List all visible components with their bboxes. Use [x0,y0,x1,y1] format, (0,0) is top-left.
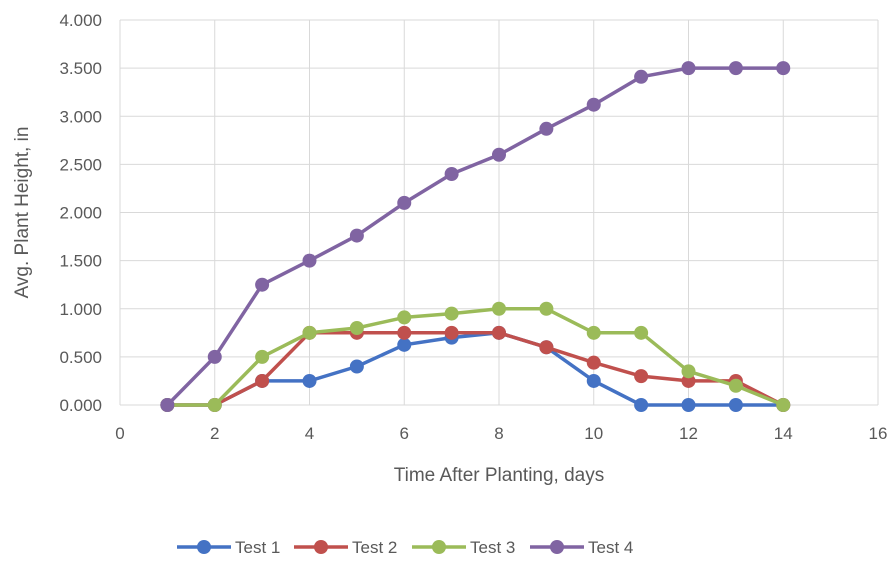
data-point [255,349,270,364]
x-tick-label: 0 [115,424,124,443]
data-point [634,325,649,340]
legend-marker [314,540,328,554]
data-point [255,277,270,292]
data-point [539,301,554,316]
data-point [634,369,649,384]
legend: Test 1 Test 2 Test 3 Test 4 [177,538,633,557]
series-line [167,331,785,407]
y-tick-label: 1.000 [59,300,102,319]
data-point [302,325,317,340]
data-point [681,398,696,412]
data-point [776,61,791,76]
legend-marker [197,540,211,554]
series-2 [160,325,791,412]
data-point [444,325,459,340]
series-4 [160,61,791,412]
x-axis-ticks: 0 2 4 6 8 10 12 14 16 [115,424,887,443]
data-point [728,398,743,412]
data-point [586,325,601,340]
legend-label: Test 1 [235,538,280,557]
y-tick-label: 2.000 [59,204,102,223]
legend-label: Test 2 [352,538,397,557]
data-point [397,195,412,210]
data-point [349,321,364,335]
x-tick-label: 4 [305,424,314,443]
y-tick-label: 4.000 [59,11,102,30]
data-point [728,378,743,393]
gridlines [119,19,879,406]
x-tick-label: 10 [584,424,603,443]
series-lines [160,61,791,412]
legend-label: Test 4 [588,538,633,557]
x-tick-label: 12 [679,424,698,443]
legend-item: Test 1 [177,538,280,557]
series-1 [160,325,791,412]
data-point [586,97,601,112]
data-point [444,306,459,321]
legend-item: Test 4 [530,538,633,557]
x-tick-label: 6 [400,424,409,443]
data-point [539,121,554,136]
data-point [492,325,506,340]
legend-item: Test 2 [294,538,397,557]
data-point [444,167,459,181]
x-tick-label: 14 [774,424,793,443]
data-point [302,253,317,268]
series-line [166,66,784,407]
y-tick-label: 3.000 [59,107,102,126]
y-axis-ticks: 0.000 0.500 1.000 1.500 2.000 2.500 3.000 3.500… [59,11,102,415]
x-tick-label: 8 [494,424,503,443]
data-point [634,69,649,84]
data-point [728,61,743,76]
data-point [207,349,222,364]
data-point [207,398,222,412]
y-tick-label: 0.500 [59,348,102,367]
data-point [255,373,270,388]
data-point [776,398,791,412]
y-axis-title: Avg. Plant Height, in [12,127,33,299]
data-point [681,373,696,388]
data-point [634,398,649,412]
legend-marker [432,540,446,554]
legend-marker [550,540,564,554]
data-point [586,373,601,388]
data-point [397,310,412,325]
x-tick-label: 2 [210,424,219,443]
y-tick-label: 2.500 [59,155,102,174]
x-axis-title: Time After Planting, days [394,465,605,486]
data-point [681,364,696,379]
data-point [160,398,175,412]
data-point [397,325,412,340]
data-point [397,337,412,352]
data-point [539,340,554,355]
data-point [349,359,364,374]
legend-item: Test 3 [412,538,515,557]
data-point [586,355,601,370]
series-line [167,307,784,407]
y-tick-label: 3.500 [59,59,102,78]
series-line [167,331,784,407]
y-tick-label: 1.500 [59,252,102,271]
data-point [492,147,506,162]
x-tick-label: 16 [869,424,888,443]
data-point [349,228,364,243]
y-tick-label: 0.000 [59,396,102,415]
data-point [681,61,696,76]
legend-label: Test 3 [470,538,515,557]
data-point [492,301,506,316]
data-point [302,373,317,388]
